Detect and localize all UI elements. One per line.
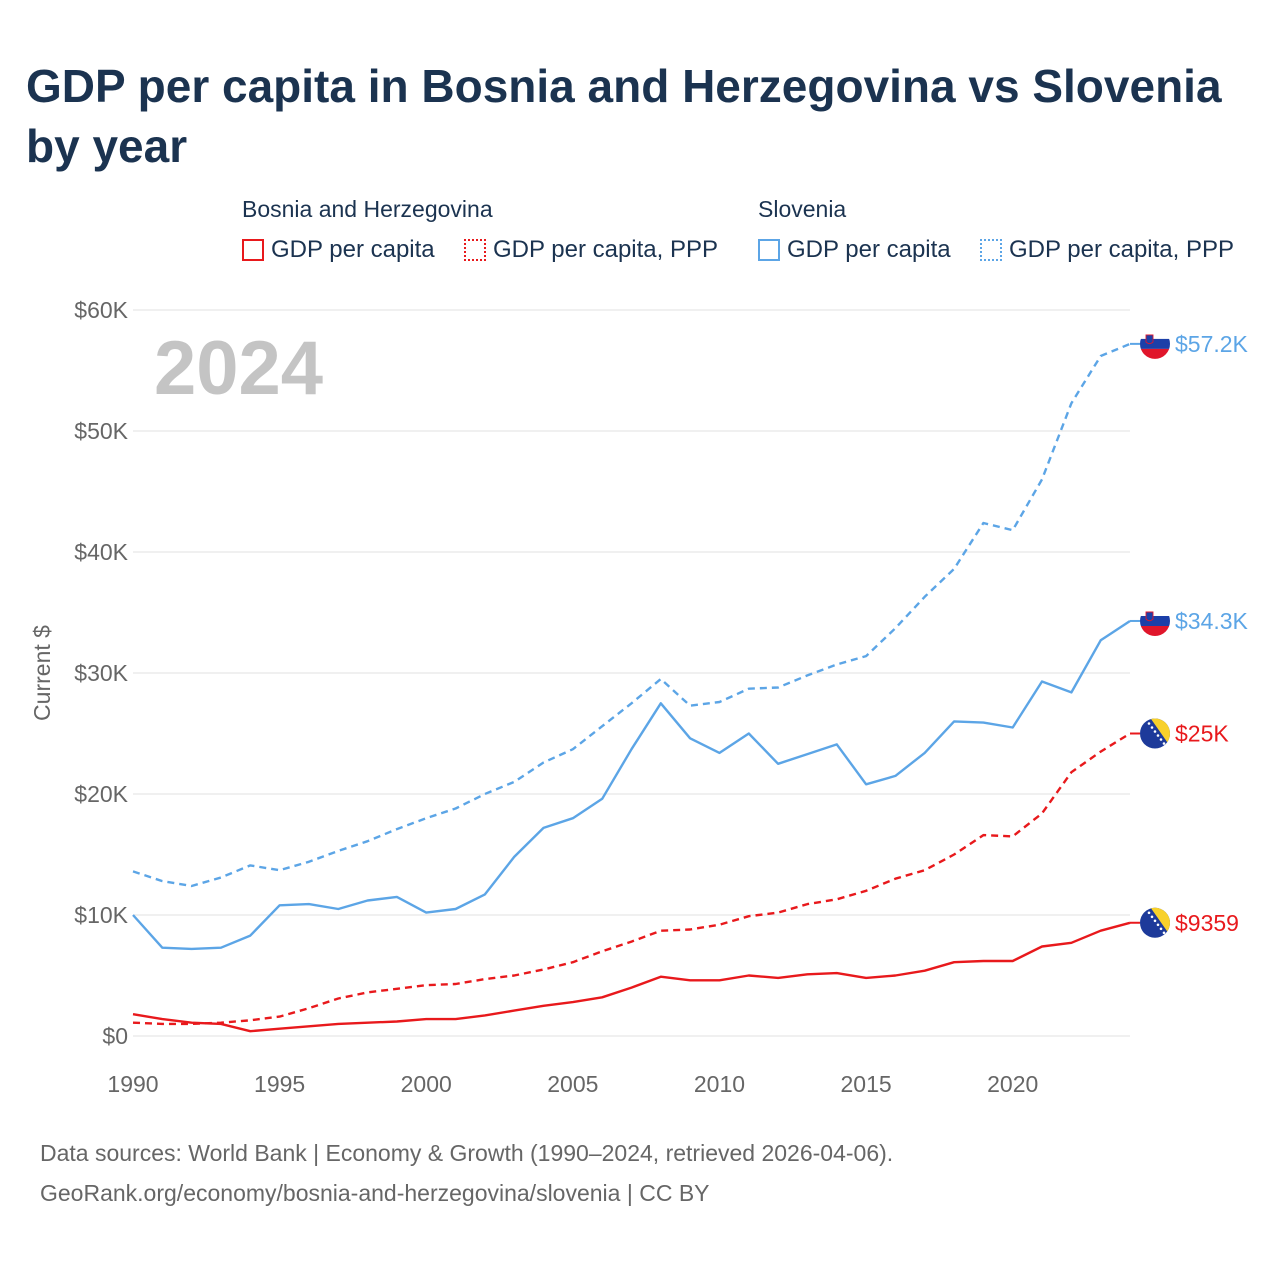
y-tick-label: $20K (74, 781, 128, 807)
end-value-label: $25K (1175, 721, 1229, 747)
legend-item-slovenia-gdp[interactable]: GDP per capita (758, 236, 951, 264)
legend-label: GDP per capita (787, 236, 951, 263)
legend-label: GDP per capita (271, 236, 435, 263)
series-line[interactable] (132, 921, 1131, 1033)
end-value-label: $57.2K (1175, 331, 1249, 357)
x-tick-label: 1990 (107, 1071, 158, 1097)
chart-title: GDP per capita in Bosnia and Herzegovina… (26, 60, 1222, 172)
legend-item-slovenia-gdp-ppp[interactable]: GDP per capita, PPP (980, 236, 1234, 264)
legend-swatch-solid (242, 239, 264, 261)
series-line[interactable] (132, 732, 1131, 1026)
x-tick-label: 2010 (694, 1071, 745, 1097)
legend-group-slovenia: Slovenia (758, 196, 847, 222)
slovenia-flag-icon (1140, 606, 1170, 636)
footer-attribution: GeoRank.org/economy/bosnia-and-herzegovi… (40, 1180, 710, 1206)
bosnia-flag-icon (1140, 718, 1170, 749)
legend-group-bosnia: Bosnia and Herzegovina (242, 196, 493, 222)
y-tick-label: $30K (74, 660, 128, 686)
y-tick-label: $40K (74, 539, 128, 565)
x-tick-label: 2000 (401, 1071, 452, 1097)
y-tick-label: $0 (102, 1023, 128, 1049)
slovenia-flag-icon (1140, 328, 1170, 359)
legend-label: GDP per capita, PPP (493, 236, 718, 263)
y-tick-label: $10K (74, 902, 128, 928)
legend-label: GDP per capita, PPP (1009, 236, 1234, 263)
x-tick-label: 2020 (987, 1071, 1038, 1097)
x-tick-label: 1995 (254, 1071, 305, 1097)
legend-item-bosnia-gdp[interactable]: GDP per capita (242, 236, 435, 264)
year-watermark: 2024 (154, 326, 323, 411)
legend-swatch-solid (758, 239, 780, 261)
bosnia-flag-icon (1140, 907, 1170, 938)
legend-swatch-dotted (980, 239, 1002, 261)
y-tick-label: $50K (74, 418, 128, 444)
series-line[interactable] (132, 619, 1131, 951)
legend-item-bosnia-gdp-ppp[interactable]: GDP per capita, PPP (464, 236, 718, 264)
legend-swatch-dotted (464, 239, 486, 261)
end-value-label: $34.3K (1175, 608, 1249, 634)
end-value-label: $9359 (1175, 910, 1239, 936)
footer-sources: Data sources: World Bank | Economy & Gro… (40, 1140, 894, 1166)
x-tick-label: 2015 (841, 1071, 892, 1097)
y-tick-label: $60K (74, 297, 128, 323)
y-axis-title: Current $ (29, 625, 55, 721)
x-tick-label: 2005 (547, 1071, 598, 1097)
series-line[interactable] (132, 342, 1131, 888)
